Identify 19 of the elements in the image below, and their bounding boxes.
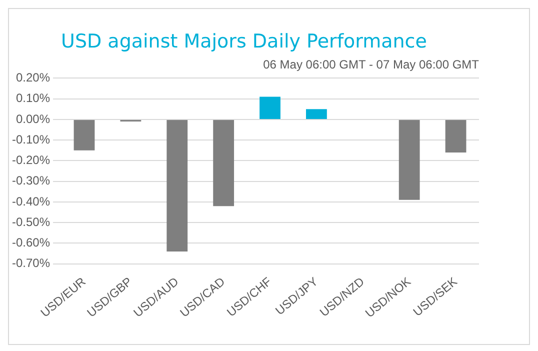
bar: [445, 120, 466, 152]
y-tick-label: -0.70%: [12, 256, 50, 270]
y-tick-label: -0.30%: [12, 174, 50, 188]
y-tick-label: -0.60%: [12, 236, 50, 250]
bar: [398, 120, 420, 200]
bar: [213, 120, 234, 206]
y-tick-label: -0.10%: [12, 132, 50, 146]
y-tick-label: 0.00%: [16, 112, 50, 126]
bar: [74, 120, 95, 150]
y-tick-label: 0.20%: [16, 70, 50, 85]
y-tick-label: -0.50%: [12, 214, 50, 229]
chart-subtitle: 06 May 06:00 GMT - 07 May 06:00 GMT: [263, 57, 480, 72]
y-tick-label: -0.40%: [12, 194, 50, 208]
bar: [260, 96, 280, 119]
bar: [166, 120, 188, 252]
y-tick-label: 0.10%: [16, 91, 50, 106]
chart-title: USD against Majors Daily Performance: [61, 30, 427, 52]
y-tick-label: -0.20%: [12, 153, 50, 168]
bar: [306, 109, 327, 119]
